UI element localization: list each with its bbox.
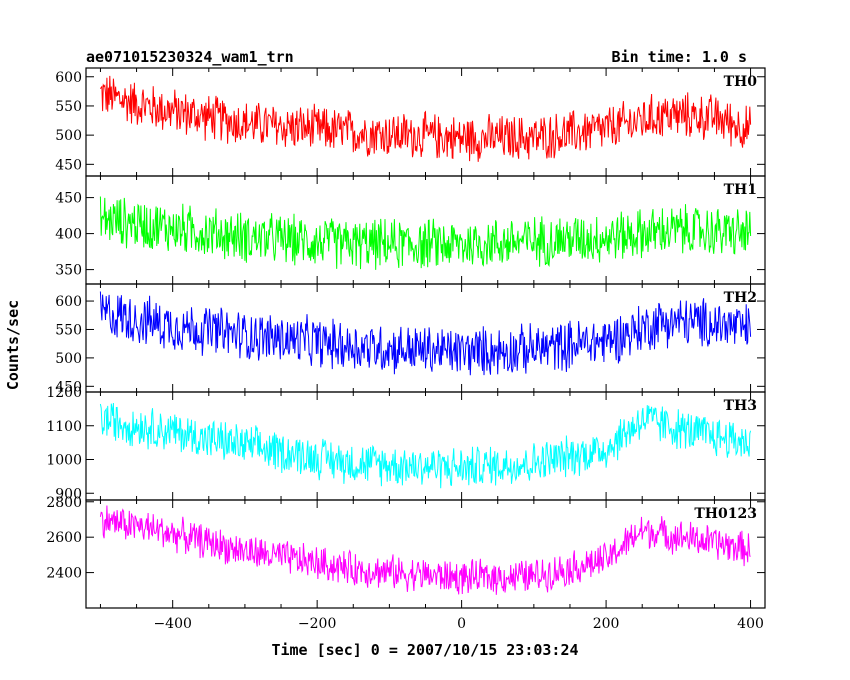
y-tick-label: 2800 xyxy=(46,495,82,511)
y-axis-label: Counts/sec xyxy=(4,300,22,390)
panel-frame xyxy=(85,391,766,501)
x-axis: −400 −200 0 200 400 xyxy=(153,616,763,632)
panel-label-th1: TH1 xyxy=(724,182,757,198)
y-tick-label: 500 xyxy=(55,351,82,367)
y-tick-label: 550 xyxy=(55,322,82,338)
panel-th0: 450 500 550 600 TH0 xyxy=(55,67,766,177)
x-tick-label: 0 xyxy=(457,616,466,632)
y-tick-label: 900 xyxy=(55,486,82,502)
y-tick-label: 400 xyxy=(55,227,82,243)
y-tick-label: 450 xyxy=(55,157,82,173)
series-line-th3 xyxy=(99,402,752,489)
panel-label-th3: TH3 xyxy=(724,398,757,414)
panel-label-th2: TH2 xyxy=(724,290,757,306)
x-tick-label: 200 xyxy=(593,616,620,632)
series-line-th0 xyxy=(99,75,752,162)
y-tick-label: 450 xyxy=(55,379,82,395)
panel-frame xyxy=(85,499,766,609)
y-tick-label: 600 xyxy=(55,70,82,86)
panels-group: 450 500 550 600 TH0 350 400 450 TH1 450 500 550 600 T… xyxy=(46,67,766,609)
y-tick-label: 2400 xyxy=(46,566,82,582)
y-tick-label: 1100 xyxy=(46,419,82,435)
y-tick-label: 2600 xyxy=(46,530,82,546)
series-line-th0123 xyxy=(99,505,751,595)
series-line-th2 xyxy=(99,291,752,376)
panel-th2: 450 500 550 600 TH2 xyxy=(55,283,766,395)
bin-time-label: Bin time: 1.0 s xyxy=(612,48,747,66)
y-tick-label: 350 xyxy=(55,263,82,279)
x-tick-label: −200 xyxy=(298,616,336,632)
x-tick-label: 400 xyxy=(737,616,764,632)
y-tick-label: 600 xyxy=(55,294,82,310)
y-tick-label: 450 xyxy=(55,191,82,207)
y-tick-label: 1000 xyxy=(46,453,82,469)
panel-th3: 900 1000 1100 1200 TH3 xyxy=(46,385,766,502)
panel-label-th0123: TH0123 xyxy=(694,506,757,522)
x-tick-label: −400 xyxy=(153,616,191,632)
y-tick-label: 1200 xyxy=(46,385,82,401)
series-line-th1 xyxy=(99,196,752,270)
chart-title: ae071015230324_wam1_trn xyxy=(86,48,294,66)
x-axis-label: Time [sec] 0 = 2007/10/15 23:03:24 xyxy=(271,641,578,659)
panel-th0123: 2400 2600 2800 TH0123 xyxy=(46,495,766,609)
panel-th1: 350 400 450 TH1 xyxy=(55,175,766,285)
y-tick-label: 550 xyxy=(55,99,82,115)
y-tick-label: 500 xyxy=(55,128,82,144)
panel-frame xyxy=(85,283,766,393)
panel-label-th0: TH0 xyxy=(724,74,758,90)
